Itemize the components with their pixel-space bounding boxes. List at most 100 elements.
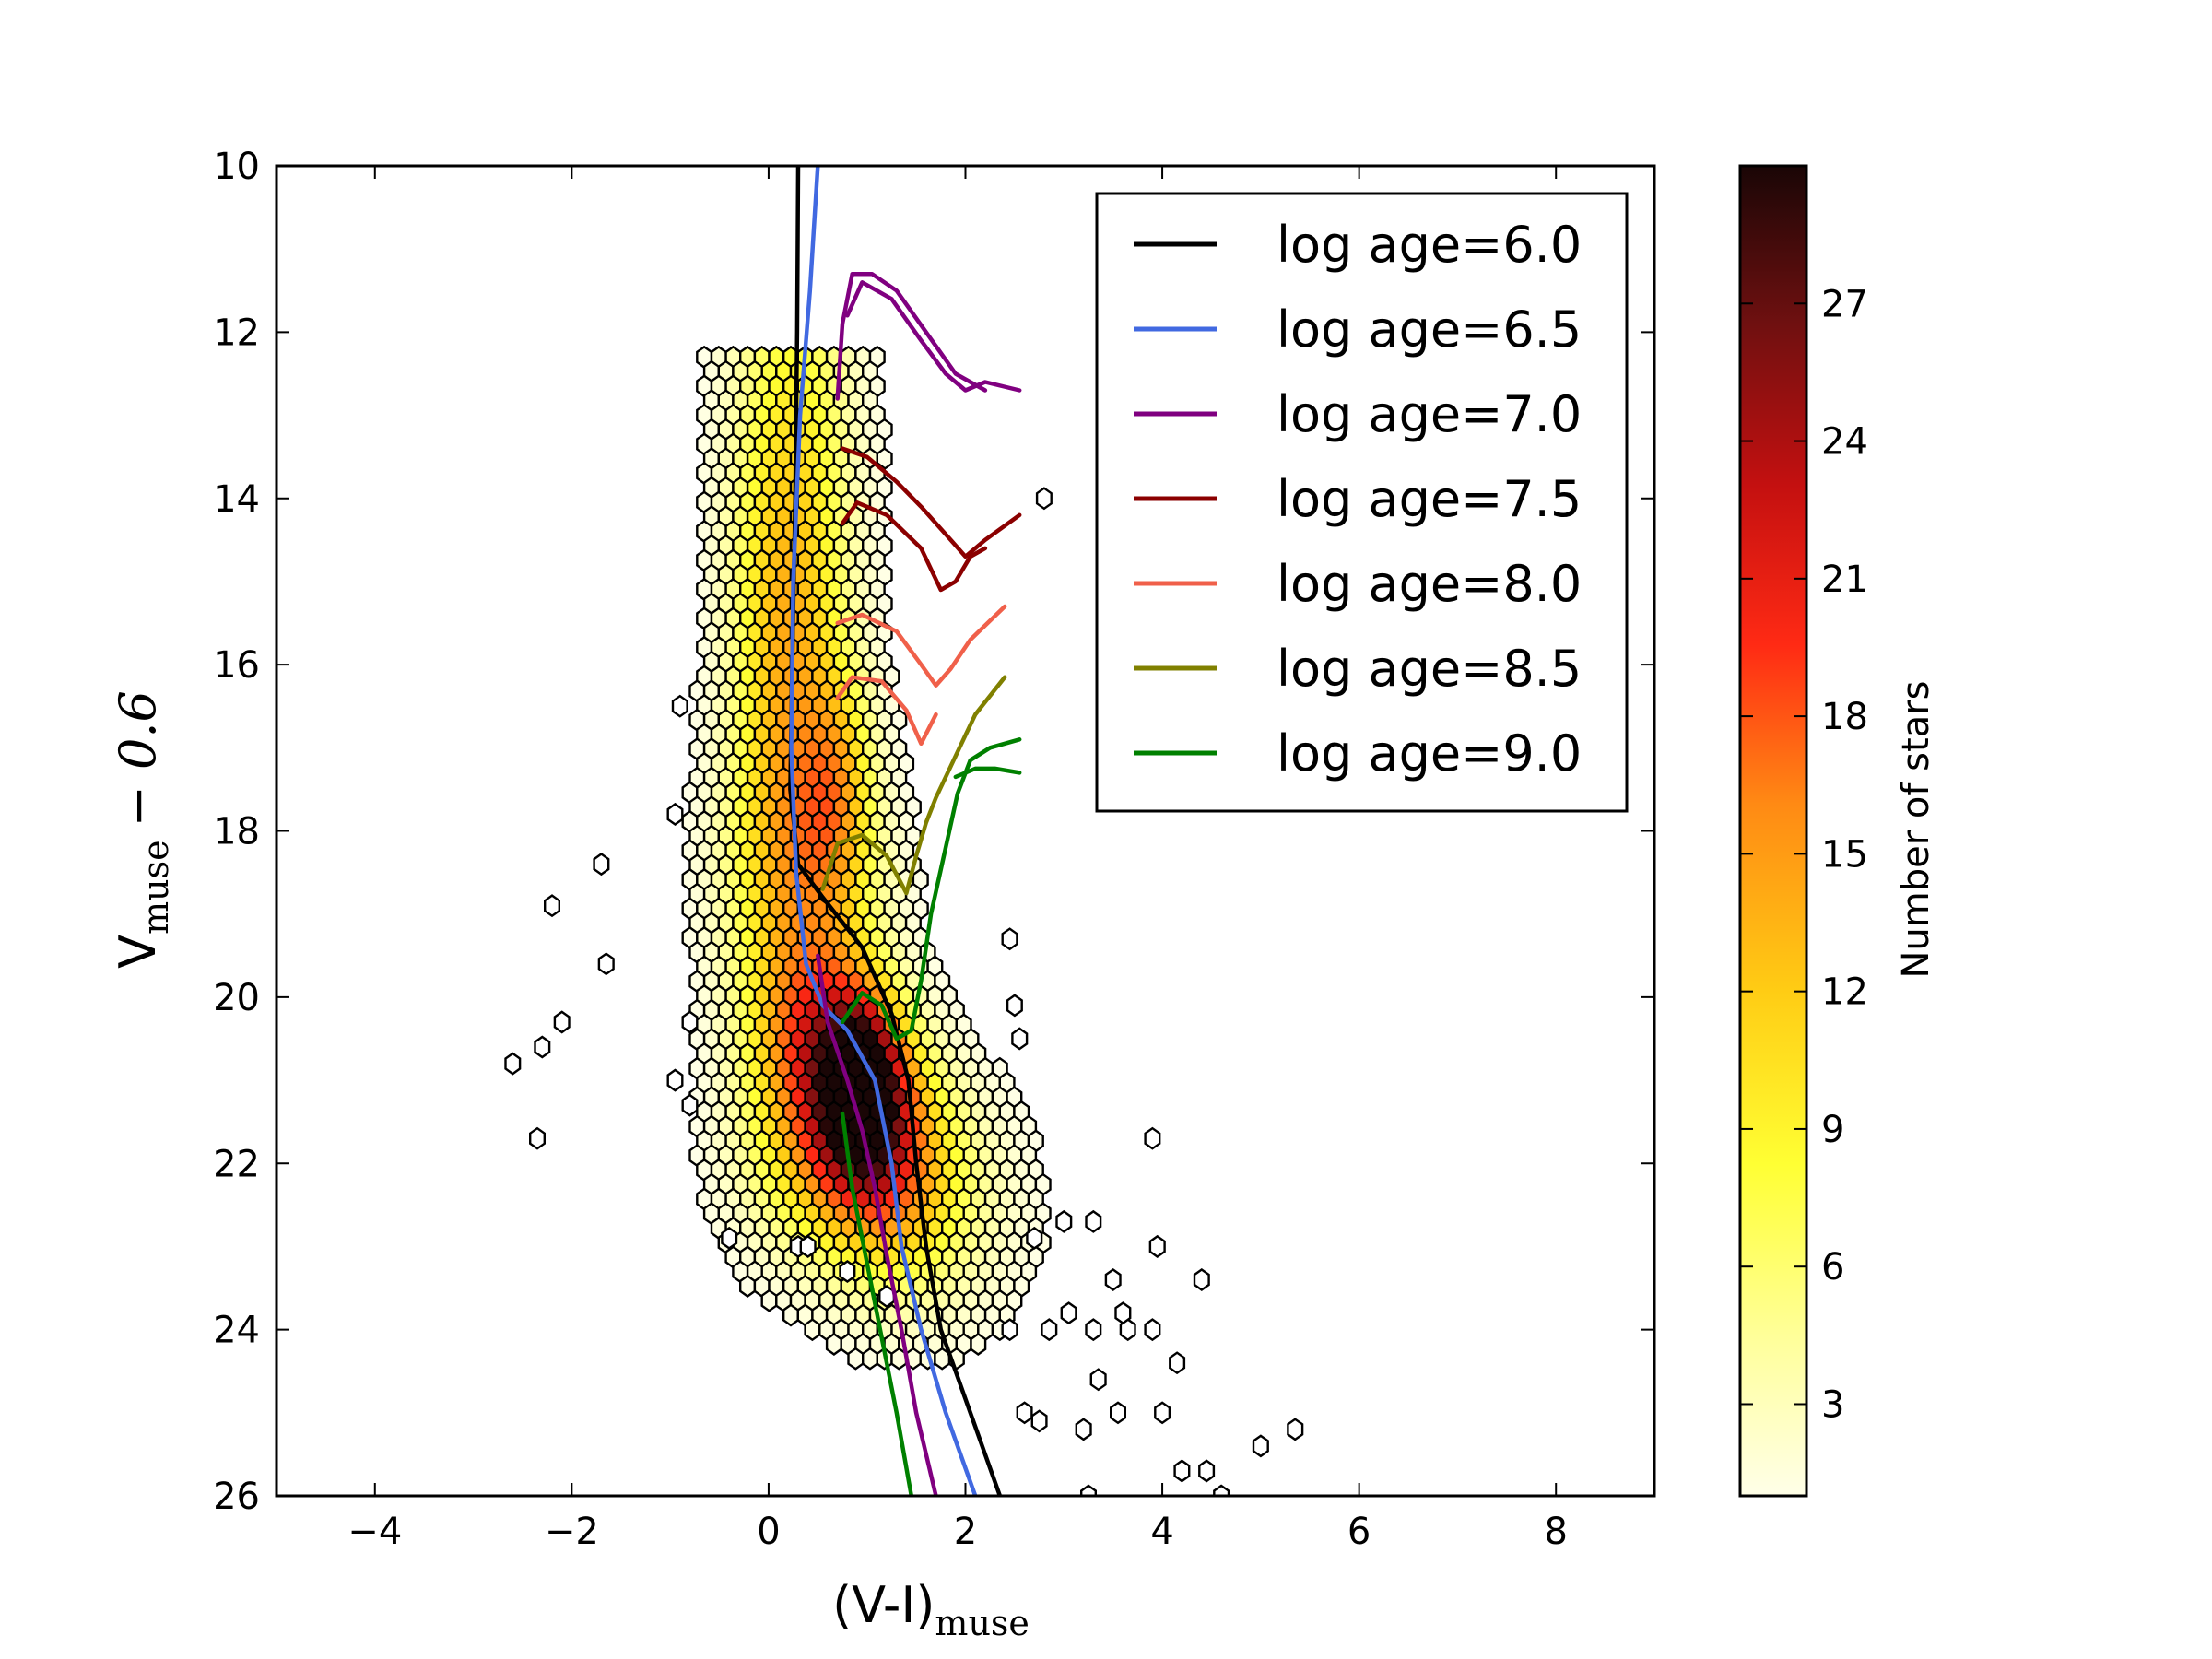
y-tick-label: 24 (213, 1310, 260, 1352)
isochrone-line (820, 675, 1007, 896)
y-tick-label: 10 (213, 146, 260, 188)
legend-label: log age=8.5 (1277, 640, 1582, 698)
hexbin-cell-outlier (1001, 927, 1018, 951)
colorbar-gradient (1738, 164, 1808, 1498)
hexbin-cell-outlier (1144, 1126, 1161, 1150)
isochrone-line (840, 1111, 914, 1496)
x-tick-label: 8 (1544, 1511, 1567, 1553)
isochrone-line (840, 500, 988, 593)
y-tick-label: 16 (213, 644, 260, 687)
hexbin-cell-outlier (1016, 1401, 1033, 1425)
x-tick-label: −2 (545, 1511, 599, 1553)
isochrone-line (835, 604, 1007, 688)
hexbin-cell (847, 1347, 865, 1371)
hexbin-cell-outlier (1252, 1434, 1269, 1458)
hexbin-cell-outlier (1080, 1484, 1097, 1496)
x-axis-label: (V-I)muse (832, 1576, 1030, 1643)
colorbar-label: Number of stars (1895, 681, 1937, 979)
y-axis-label: Vmuse − 0.6 (109, 690, 176, 969)
hexbin-cell-outlier (1198, 1459, 1216, 1483)
hexbin-cell (804, 1318, 821, 1342)
hexbin-cell-outlier (721, 1226, 738, 1250)
hexbin-cell-outlier (1154, 1401, 1171, 1425)
isochrone-line (840, 446, 1022, 559)
hexbin-cell (739, 1274, 757, 1298)
isochrone-line (789, 166, 978, 1496)
hexbin-cell-outlier (529, 1126, 546, 1150)
colorbar-tick-label: 21 (1821, 559, 1868, 601)
hexbin-cell-outlier (1055, 1209, 1073, 1233)
x-tick-label: 6 (1347, 1511, 1371, 1553)
legend: log age=6.0 log age=6.5 log age=7.0 log age… (1095, 192, 1629, 813)
isochrone-line (835, 271, 988, 401)
isochrone-line (840, 737, 1022, 1041)
hexbin-cell-outlier (681, 1093, 699, 1117)
hexbin-cell-outlier (1085, 1209, 1102, 1233)
legend-label: log age=9.0 (1277, 724, 1582, 782)
y-tick-label: 18 (213, 811, 260, 853)
isochrone-line (845, 280, 1022, 393)
isochrone-line (835, 675, 938, 747)
hexbin-cell-outlier (1110, 1401, 1126, 1425)
hexbin-cell-outlier (1114, 1301, 1132, 1325)
hexbin-cell-outlier (534, 1035, 551, 1059)
y-axis: 10 12 14 16 18 20 22 24 26 (213, 146, 1654, 1518)
hexbin-cell-outlier (553, 1010, 571, 1034)
x-axis-label-main: (V-I) (832, 1576, 935, 1634)
hexbin-cell-outlier (839, 1260, 856, 1283)
colorbar-tick-label: 24 (1821, 421, 1868, 464)
hexbin-cell-outlier (666, 802, 684, 826)
hexbin-cell-outlier (1026, 1226, 1043, 1250)
colorbar-tick-label: 18 (1821, 696, 1868, 738)
legend-label: log age=7.5 (1277, 470, 1582, 528)
colorbar-tick-label: 3 (1821, 1383, 1844, 1426)
hexbin-cell (970, 1332, 987, 1356)
hexbin-cell (825, 1332, 842, 1356)
x-axis-label-subscript: muse (935, 1603, 1030, 1643)
colorbar: 3 6 9 12 15 18 21 24 27 Number of stars (1738, 164, 1937, 1498)
y-tick-label: 14 (213, 478, 260, 521)
hexbin-cell-outlier (666, 1068, 684, 1092)
hexbin-cell-outlier (544, 894, 560, 918)
hexbin-cell-outlier (1075, 1418, 1092, 1441)
hexbin-cell-outlier (1041, 1318, 1058, 1342)
hexbin-cell-outlier (593, 853, 610, 877)
legend-label: log age=6.5 (1277, 300, 1582, 359)
isochrone-line (816, 953, 938, 1496)
isochrone-line (953, 766, 1022, 780)
x-tick-label: 0 (757, 1511, 780, 1553)
y-tick-label: 12 (213, 312, 260, 354)
hexbin-cell-outlier (1089, 1368, 1107, 1392)
hexbin-cell (760, 1288, 778, 1312)
hexbin-cell-outlier (1001, 1318, 1018, 1342)
hexbin-cell-outlier (1119, 1318, 1136, 1342)
hexbin-cell-outlier (681, 1010, 699, 1034)
hexbin-cell-outlier (1060, 1301, 1077, 1325)
colorbar-tick-label: 15 (1821, 833, 1868, 876)
hexbin-cell-outlier (504, 1052, 522, 1076)
y-axis-label-suffix: − 0.6 (109, 690, 167, 827)
hexbin-cell-outlier (1035, 487, 1053, 511)
x-axis: −4 −2 0 2 4 6 8 (347, 166, 1568, 1553)
y-tick-label: 20 (213, 977, 260, 1019)
hexbin-cell-outlier (1213, 1484, 1230, 1496)
hexbin-cell-outlier (1011, 1027, 1029, 1051)
hexbin-cell-outlier (597, 952, 615, 976)
hexbin-cell-outlier (1169, 1351, 1186, 1375)
y-tick-label: 22 (213, 1143, 260, 1185)
x-tick-label: 2 (954, 1511, 977, 1553)
hexbin-cell-outlier (1144, 1318, 1161, 1342)
colorbar-tick-label: 27 (1821, 283, 1868, 325)
x-tick-label: −4 (347, 1511, 402, 1553)
hexbin-cell-outlier (1287, 1418, 1304, 1441)
hexbin-cell-outlier (1085, 1318, 1102, 1342)
colorbar-tick-label: 6 (1821, 1246, 1844, 1288)
legend-label: log age=6.0 (1277, 216, 1582, 274)
colorbar-tick-label: 9 (1821, 1109, 1844, 1151)
legend-box (1095, 192, 1629, 813)
y-tick-label: 26 (213, 1476, 260, 1518)
legend-label: log age=8.0 (1277, 555, 1582, 613)
isochrone-layer (788, 166, 1022, 1496)
hexbin-cell (782, 1303, 799, 1327)
